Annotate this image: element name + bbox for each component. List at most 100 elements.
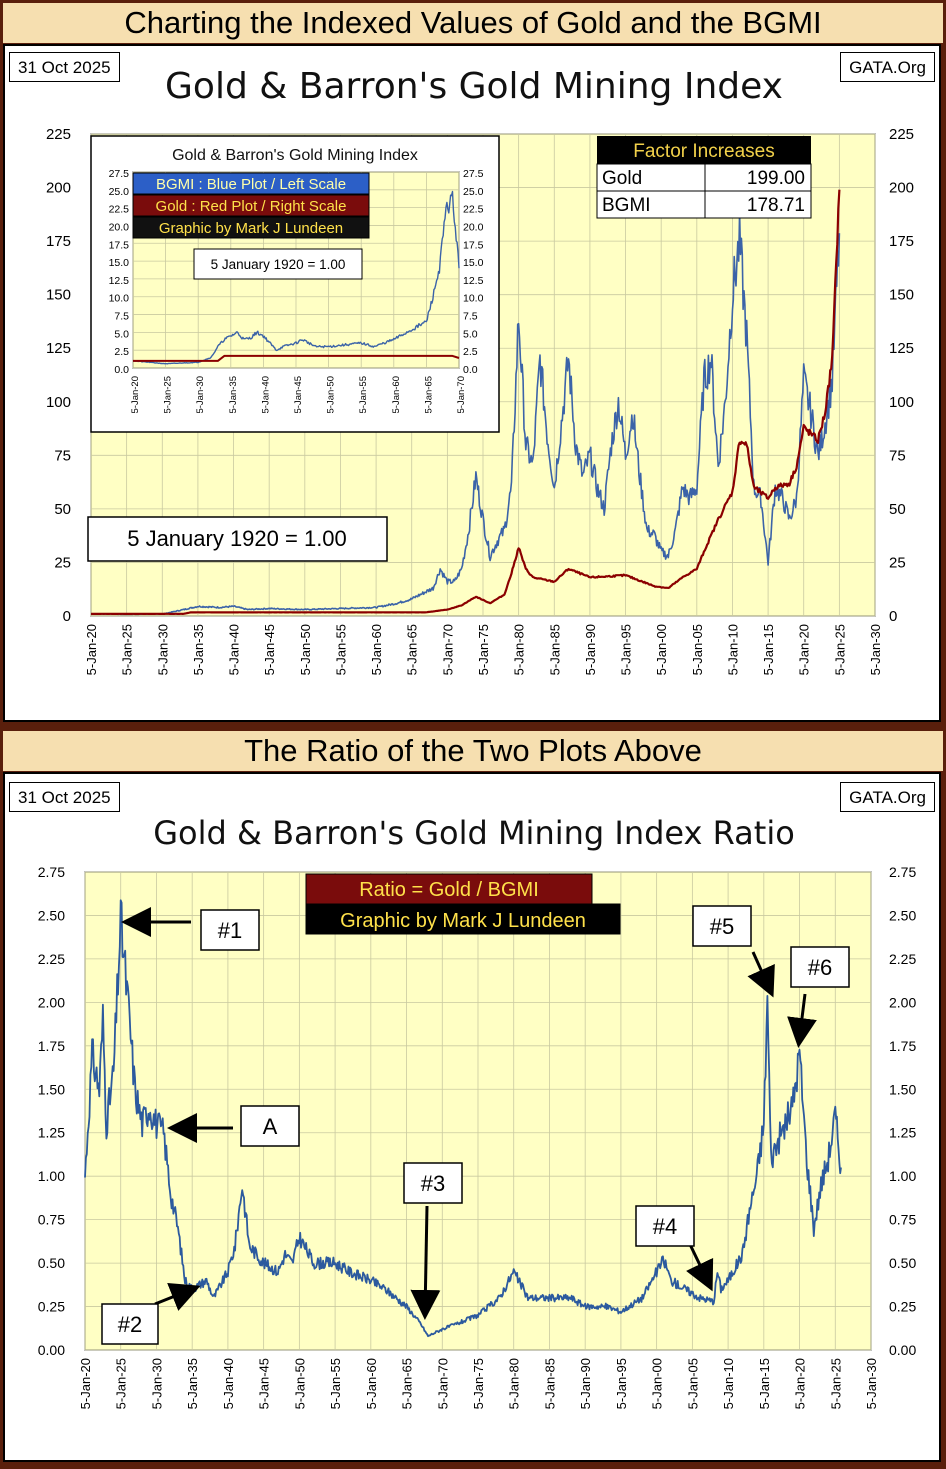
chart1-y-tick-label-right: 0 xyxy=(889,608,897,625)
chart2-source: GATA.Org xyxy=(840,782,935,812)
chart2-x-tick-label: 5-Jan-75 xyxy=(471,1358,486,1409)
chart2-x-tick-label: 5-Jan-45 xyxy=(257,1358,272,1409)
chart1-x-tick-label: 5-Jan-05 xyxy=(690,624,705,675)
inset-y-tick-label-right: 20.0 xyxy=(463,221,484,233)
annotation-box xyxy=(101,1303,159,1345)
chart2-x-tick-label: 5-Jan-00 xyxy=(650,1358,665,1409)
inset-x-tick-label: 5-Jan-45 xyxy=(293,376,304,414)
inset-annotation-text: 5 January 1920 = 1.00 xyxy=(211,257,346,272)
chart1-x-tick-label: 5-Jan-55 xyxy=(333,624,348,675)
inset-x-tick-label: 5-Jan-25 xyxy=(163,376,174,414)
chart1-bgmi-line xyxy=(90,211,841,616)
inset-x-tick-label: 5-Jan-65 xyxy=(423,376,434,414)
chart1-x-tick-label: 5-Jan-65 xyxy=(405,624,420,675)
chart1-x-tick-label: 5-Jan-25 xyxy=(832,624,847,675)
inset-y-tick-label-right: 10.0 xyxy=(463,293,484,305)
chart2-x-tick-label: 5-Jan-50 xyxy=(292,1358,307,1409)
chart1-x-tick-label: 5-Jan-20 xyxy=(797,624,812,675)
inset-bgmi-line xyxy=(132,190,460,365)
chart2-legend-bg xyxy=(305,873,593,905)
chart1-annotation-text: 5 January 1920 = 1.00 xyxy=(127,526,347,551)
annotation-label: #6 xyxy=(808,955,832,980)
annotation-label: #1 xyxy=(218,918,242,943)
chart1-y-tick-label-right: 75 xyxy=(889,447,906,464)
chart2-svg: 5-Jan-20 5-Jan-25 5-Jan-30 5-Jan-35 5-Jan-40… xyxy=(38,864,917,1409)
chart2-x-tick-label: 5-Jan-10 xyxy=(721,1358,736,1409)
inset-y-tick-label-right: 22.5 xyxy=(463,204,484,216)
chart2-x-tick-label: 5-Jan-60 xyxy=(364,1358,379,1409)
annotation-box xyxy=(790,946,850,988)
chart1-x-tick-label: 5-Jan-25 xyxy=(120,624,135,675)
chart2-y-tick-label-left: 2.25 xyxy=(38,951,65,967)
chart1-panel: 31 Oct 2025 GATA.Org Gold & Barron's Gol… xyxy=(3,44,941,722)
chart2-y-tick-label-left: 1.75 xyxy=(38,1038,65,1054)
chart2-x-tick-label: 5-Jan-25 xyxy=(114,1358,129,1409)
chart1-source: GATA.Org xyxy=(840,52,935,82)
chart2-x-tick-label: 5-Jan-70 xyxy=(435,1358,450,1409)
chart2-x-tick-label: 5-Jan-30 xyxy=(864,1358,879,1409)
chart2-legend-text: Graphic by Mark J Lundeen xyxy=(340,910,586,932)
chart1-x-tick-label: 5-Jan-75 xyxy=(476,624,491,675)
chart2-x-tick-label: 5-Jan-90 xyxy=(578,1358,593,1409)
annotation-box xyxy=(692,905,752,947)
chart2-y-tick-label-right: 0.75 xyxy=(889,1212,916,1228)
chart1-y-tick-label-right: 200 xyxy=(889,180,914,197)
inset-y-tick-label-left: 5.0 xyxy=(114,328,129,340)
chart1-y-tick-label-left: 0 xyxy=(63,608,71,625)
annotation-label: #3 xyxy=(421,1171,445,1196)
chart1-y-tick-label-left: 100 xyxy=(46,394,71,411)
inset-x-tick-label: 5-Jan-20 xyxy=(130,376,141,414)
chart1-annotation-box xyxy=(87,516,388,562)
inset-y-tick-label-left: 2.5 xyxy=(114,346,129,358)
chart1-x-tick-label: 5-Jan-85 xyxy=(547,624,562,675)
factor-table-header: Factor Increases xyxy=(633,141,775,162)
factor-table-header-bg xyxy=(597,136,811,164)
inset-legend-text: Gold : Red Plot / Right Scale xyxy=(156,198,347,215)
chart1-x-tick-label: 5-Jan-60 xyxy=(369,624,384,675)
chart2-y-tick-label-right: 1.50 xyxy=(889,1081,916,1097)
chart1-x-tick-label: 5-Jan-45 xyxy=(262,624,277,675)
inset-gold-line xyxy=(133,354,460,362)
chart2-y-tick-label-right: 1.00 xyxy=(889,1168,916,1184)
chart1-x-tick-label: 5-Jan-20 xyxy=(84,624,99,675)
inset-y-tick-label-left: 10.0 xyxy=(109,293,130,305)
chart2-title: Gold & Barron's Gold Mining Index Ratio xyxy=(153,814,795,852)
chart2-date: 31 Oct 2025 xyxy=(9,782,120,812)
chart1-x-tick-label: 5-Jan-50 xyxy=(298,624,313,675)
inset-y-tick-label-left: 22.5 xyxy=(109,204,130,216)
annotation-box xyxy=(403,1162,463,1204)
inset-y-tick-label-left: 27.5 xyxy=(109,168,130,180)
chart1-y-tick-label-left: 150 xyxy=(46,287,71,304)
chart1-x-tick-label: 5-Jan-00 xyxy=(654,624,669,675)
annotation-arrow xyxy=(787,993,817,1048)
chart1-svg: 5-Jan-20 5-Jan-25 5-Jan-30 5-Jan-35 5-Jan-40… xyxy=(46,126,914,675)
chart1-y-tick-label-left: 175 xyxy=(46,233,71,250)
inset-x-tick-label: 5-Jan-60 xyxy=(391,376,402,414)
chart1-date: 31 Oct 2025 xyxy=(9,52,120,82)
inset-x-tick-label: 5-Jan-55 xyxy=(358,376,369,414)
chart2-x-tick-label: 5-Jan-20 xyxy=(78,1358,93,1409)
chart2-x-tick-label: 5-Jan-15 xyxy=(757,1358,772,1409)
chart1-y-tick-label-right: 225 xyxy=(889,126,914,143)
middle-banner: The Ratio of the Two Plots Above xyxy=(3,731,943,771)
inset-x-tick-label: 5-Jan-50 xyxy=(326,376,337,414)
annotation-arrow xyxy=(747,951,775,998)
chart1-x-tick-label: 5-Jan-35 xyxy=(191,624,206,675)
chart1-y-tick-label-right: 50 xyxy=(889,501,906,518)
top-banner: Charting the Indexed Values of Gold and … xyxy=(3,3,943,43)
inset-y-tick-label-left: 25.0 xyxy=(109,186,130,198)
annotation-box xyxy=(635,1205,695,1247)
chart2-x-tick-label: 5-Jan-80 xyxy=(507,1358,522,1409)
factor-table-label: Gold xyxy=(602,168,642,189)
factor-table-value: 199.00 xyxy=(747,168,805,189)
top-banner-text: Charting the Indexed Values of Gold and … xyxy=(124,5,822,40)
chart1-title: Gold & Barron's Gold Mining Index xyxy=(165,66,783,107)
chart2-ratio-line xyxy=(84,899,842,1338)
chart2-y-tick-label-right: 2.50 xyxy=(889,907,916,923)
factor-table-value: 178.71 xyxy=(747,195,805,216)
chart1-y-tick-label-right: 125 xyxy=(889,340,914,357)
annotation-box xyxy=(240,1105,300,1147)
chart2-x-tick-label: 5-Jan-65 xyxy=(400,1358,415,1409)
inset-x-tick-label: 5-Jan-40 xyxy=(260,376,271,414)
chart2-x-tick-label: 5-Jan-20 xyxy=(793,1358,808,1409)
